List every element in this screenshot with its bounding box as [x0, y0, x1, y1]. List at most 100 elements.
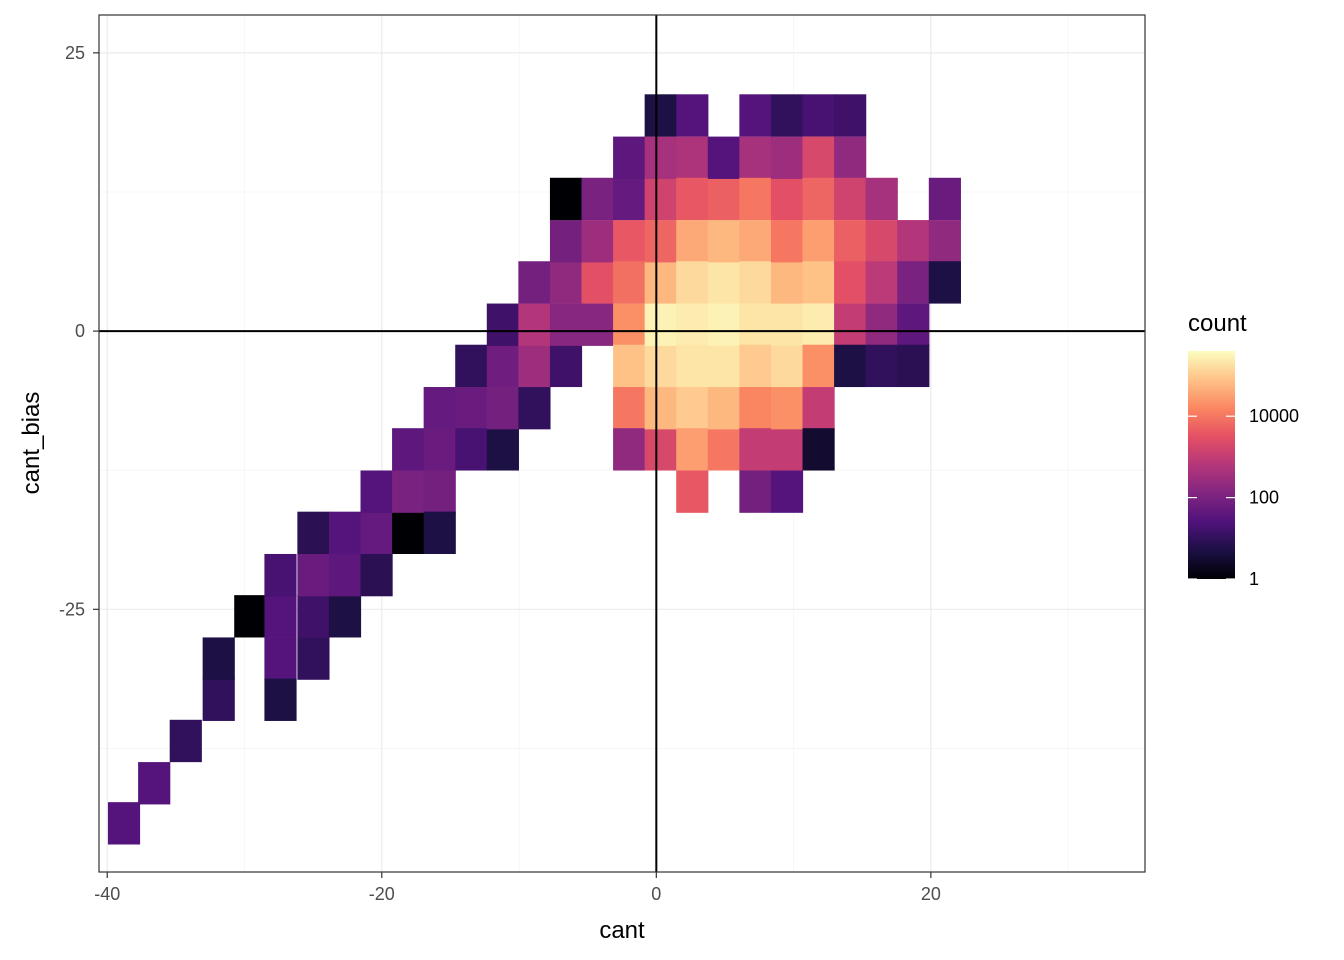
x-tick-label: -40: [94, 884, 120, 904]
legend-label: 1: [1249, 569, 1259, 589]
heatmap-tile: [644, 136, 677, 179]
heatmap-tile: [676, 344, 709, 388]
heatmap-tile: [802, 220, 835, 263]
heatmap-tile: [770, 261, 804, 304]
heatmap-tile: [770, 344, 804, 388]
legend-colorbar: [1188, 351, 1235, 579]
heatmap-tile: [928, 177, 961, 221]
heatmap-tile: [739, 470, 772, 513]
legend-label: 10000: [1249, 406, 1299, 426]
y-tick-label: 0: [75, 321, 85, 341]
heatmap-tile: [707, 261, 740, 304]
heatmap-tile: [264, 637, 297, 680]
heatmap-tile: [739, 261, 772, 304]
heatmap-tile: [328, 595, 362, 638]
heatmap-tile: [897, 303, 930, 346]
heatmap-tile: [138, 762, 171, 805]
heatmap-tile: [739, 136, 772, 179]
heatmap-tile: [264, 595, 297, 638]
heatmap-tile: [455, 428, 488, 471]
x-axis: -40 -20 0 20: [94, 872, 941, 904]
heatmap-tile: [802, 177, 835, 221]
heatmap-tile: [613, 261, 646, 304]
heatmap-tile: [613, 177, 646, 221]
heatmap-tile: [423, 511, 456, 555]
heatmap-tile: [581, 261, 614, 304]
heatmap-tile: [549, 220, 583, 263]
heatmap-tile: [834, 303, 867, 346]
y-tick-label: 25: [65, 43, 85, 63]
heatmap-tile: [739, 387, 772, 430]
heatmap-tile: [644, 387, 677, 430]
heatmap-tile: [107, 802, 141, 845]
heatmap-tile: [423, 428, 456, 471]
heatmap-tile: [770, 220, 804, 263]
heatmap-tile: [834, 136, 867, 179]
x-tick-label: 20: [921, 884, 941, 904]
heatmap-tile: [865, 220, 898, 263]
heatmap-tile: [169, 719, 202, 763]
heatmap-tile: [518, 344, 551, 388]
heatmap-tile: [676, 470, 709, 513]
heatmap-tile: [581, 220, 614, 263]
heatmap-tile: [707, 303, 740, 346]
heatmap-tile: [644, 220, 677, 263]
heatmap-tile: [770, 177, 804, 221]
heatmap-tile: [518, 387, 551, 430]
heatmap-tile: [739, 220, 772, 263]
heatmap-tile: [549, 303, 583, 346]
heatmap-tile: [897, 261, 930, 304]
heatmap-tile: [264, 553, 297, 597]
heatmap-tile: [613, 344, 646, 388]
legend-label: 100: [1249, 488, 1279, 508]
heatmap-tile: [770, 94, 804, 137]
heatmap-tile: [802, 261, 835, 304]
y-tick-label: -25: [59, 599, 85, 619]
legend-title: count: [1188, 310, 1247, 337]
legend: count 1 100 10000: [1188, 310, 1299, 589]
heatmap-tile: [455, 344, 488, 388]
heatmap-tile: [676, 136, 709, 179]
heatmap-tile: [613, 220, 646, 263]
heatmap-tile: [897, 344, 930, 388]
heatmap-tile: [613, 303, 646, 346]
heatmap-tile: [676, 220, 709, 263]
heatmap-tile: [676, 387, 709, 430]
heatmap-tile: [486, 303, 519, 346]
heatmap-tile: [928, 261, 961, 304]
heatmap-tile: [613, 428, 646, 471]
heatmap-tile: [328, 553, 362, 597]
heatmap-tile: [297, 511, 330, 555]
y-axis: -25 0 25: [59, 43, 99, 619]
heatmap-tile: [202, 637, 235, 680]
heatmap-tile: [613, 136, 646, 179]
heatmap-tile: [676, 303, 709, 346]
heatmap-tile: [707, 177, 740, 221]
heatmap-tile: [739, 303, 772, 346]
heatmap-tile: [739, 177, 772, 221]
heatmap-tile: [928, 220, 961, 263]
heatmap-tile: [707, 344, 740, 388]
heatmap-tile: [770, 136, 804, 179]
heatmap-tile: [644, 303, 677, 346]
heatmap-tile: [392, 428, 425, 471]
heatmap-tile: [423, 470, 456, 513]
heatmap-tile: [360, 553, 393, 597]
heatmap-tile: [834, 94, 867, 137]
heatmap-tile: [707, 220, 740, 263]
legend-ticks: 1 100 10000: [1188, 406, 1299, 589]
heatmap-tiles: [107, 94, 961, 845]
heatmap-tile: [676, 94, 709, 137]
heatmap-tile: [770, 387, 804, 430]
heatmap-tile: [581, 303, 614, 346]
heatmap-tile: [360, 511, 393, 555]
heatmap-tile: [676, 261, 709, 304]
heatmap-tile: [802, 428, 835, 471]
heatmap-tile: [455, 387, 488, 430]
heatmap-tile: [834, 344, 867, 388]
heatmap-tile: [202, 678, 235, 721]
heatmap-tile: [549, 344, 583, 388]
heatmap-tile: [392, 511, 425, 555]
heatmap-tile: [423, 387, 456, 430]
heatmap-tile: [802, 303, 835, 346]
